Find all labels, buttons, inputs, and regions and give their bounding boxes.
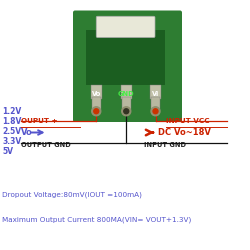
Text: Dropout Voltage:80mV(IOUT =100mA): Dropout Voltage:80mV(IOUT =100mA) <box>2 192 142 198</box>
Bar <box>92 97 101 110</box>
Circle shape <box>153 109 158 114</box>
Text: 5V: 5V <box>2 147 14 156</box>
Bar <box>91 85 102 99</box>
Text: INPUT VCC: INPUT VCC <box>166 118 210 124</box>
FancyBboxPatch shape <box>73 10 182 122</box>
Text: Vo: Vo <box>21 128 33 137</box>
Circle shape <box>151 107 160 116</box>
Text: 2.5V: 2.5V <box>2 127 22 136</box>
Text: GND: GND <box>118 91 134 97</box>
Text: OUPUT +: OUPUT + <box>21 118 58 124</box>
FancyBboxPatch shape <box>96 16 155 38</box>
Bar <box>86 30 165 85</box>
Text: OUTPUT GND: OUTPUT GND <box>21 142 71 148</box>
Text: 3.3V: 3.3V <box>2 137 22 146</box>
Circle shape <box>124 109 129 114</box>
Bar <box>122 97 131 110</box>
Text: Vo: Vo <box>92 91 101 97</box>
Text: 1.8V: 1.8V <box>2 117 22 126</box>
Text: Maximum Output Current 800MA(VIN= VOUT+1.3V): Maximum Output Current 800MA(VIN= VOUT+1… <box>2 217 192 223</box>
Circle shape <box>94 109 99 114</box>
Bar <box>150 85 161 99</box>
Text: INPUT GND: INPUT GND <box>144 142 186 148</box>
Circle shape <box>122 107 131 116</box>
Circle shape <box>92 107 101 116</box>
Bar <box>151 97 160 110</box>
Bar <box>121 85 132 99</box>
Text: DC Vo~18V: DC Vo~18V <box>158 128 210 137</box>
Text: 1.2V: 1.2V <box>2 107 22 116</box>
Text: Vi: Vi <box>152 91 159 97</box>
